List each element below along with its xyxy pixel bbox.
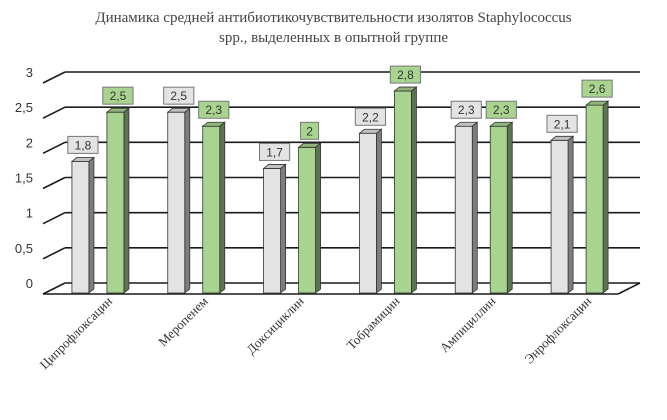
bar-top xyxy=(297,142,322,148)
bar xyxy=(263,168,281,294)
bar-top xyxy=(489,121,514,127)
data-label-box xyxy=(354,107,387,126)
data-label: 2,5 xyxy=(110,89,127,103)
data-label-box xyxy=(102,86,134,105)
data-label: 2,3 xyxy=(458,103,475,117)
gridline-depth xyxy=(42,282,66,295)
data-label-box xyxy=(300,121,320,140)
bar-side xyxy=(219,121,226,294)
data-label: 2,8 xyxy=(397,68,414,82)
bar-top xyxy=(70,156,96,162)
data-label: 2,1 xyxy=(554,117,571,131)
gridline-depth xyxy=(42,106,66,119)
bar-top xyxy=(166,107,191,113)
bar-top xyxy=(201,121,226,127)
data-label: 2 xyxy=(306,124,313,138)
data-label-box xyxy=(198,100,230,119)
bar-top xyxy=(584,100,610,106)
gridline-depth xyxy=(42,211,66,225)
y-tick-label: 3 xyxy=(26,65,33,80)
bar-side xyxy=(376,128,382,294)
bar-top xyxy=(358,128,383,134)
bar xyxy=(454,125,473,294)
x-tick-label: Ампициллин xyxy=(437,293,499,355)
bar-side xyxy=(280,163,286,294)
chart-title-line-2: spp., выделенных в опытной группе xyxy=(218,30,449,46)
chart-title: Динамика средней антибиотикочувствительн… xyxy=(0,8,667,48)
bar-side xyxy=(506,121,513,294)
x-tick-label: Доксициклин xyxy=(243,293,306,356)
bar-top xyxy=(454,121,479,127)
y-tick-label: 0 xyxy=(26,276,33,291)
bar-side xyxy=(567,135,574,294)
bar xyxy=(202,125,221,294)
x-tick-label: Ципрофлоксацин xyxy=(37,293,115,371)
data-label: 2,3 xyxy=(205,103,222,117)
y-tick-label: 2 xyxy=(26,135,33,150)
gridline-depth xyxy=(42,71,66,84)
x-tick-label: Меропенем xyxy=(155,294,211,350)
gridline-depth xyxy=(42,141,66,155)
bar-side xyxy=(184,107,191,294)
data-label: 2,6 xyxy=(589,82,606,96)
y-tick-label: 1 xyxy=(26,206,33,221)
data-label: 2,2 xyxy=(362,110,379,124)
bar xyxy=(489,125,508,294)
data-label-box xyxy=(546,114,578,133)
data-label: 1,7 xyxy=(266,145,283,159)
data-label-box xyxy=(485,100,517,119)
bar xyxy=(359,132,377,294)
data-label-box xyxy=(581,79,613,98)
bar-top xyxy=(105,107,131,113)
data-label-box xyxy=(67,135,99,154)
bar xyxy=(394,90,412,294)
data-label-box xyxy=(258,142,291,161)
bar-side xyxy=(471,121,478,294)
data-label: 2,3 xyxy=(493,103,510,117)
bar-side xyxy=(602,100,609,294)
bar xyxy=(71,160,90,294)
gridline-depth xyxy=(42,176,66,190)
x-tick-label: Тобрамицин xyxy=(344,293,403,352)
data-label-box xyxy=(163,86,195,105)
y-tick-label: 2,5 xyxy=(15,100,33,115)
data-label: 1,8 xyxy=(75,138,92,152)
bar xyxy=(167,111,186,294)
bar-top xyxy=(262,164,287,169)
bar-side xyxy=(411,86,417,294)
bar xyxy=(106,111,125,294)
bar xyxy=(298,146,316,294)
data-label: 2,5 xyxy=(170,89,187,103)
bar-side xyxy=(123,107,130,294)
data-label-box xyxy=(389,65,422,84)
bar xyxy=(550,139,569,294)
y-tick-label: 1,5 xyxy=(15,171,33,186)
bar xyxy=(585,104,604,294)
gridline-depth xyxy=(42,247,66,260)
bar-top xyxy=(549,135,575,141)
x-tick-label: Энрофлоксацин xyxy=(521,293,594,366)
bar-top xyxy=(393,86,418,92)
data-label-box xyxy=(450,100,482,119)
bar-side xyxy=(88,156,95,294)
y-tick-label: 0,5 xyxy=(15,241,33,256)
chart-title-line-1: Динамика средней антибиотикочувствительн… xyxy=(95,10,572,26)
floor-right-edge xyxy=(617,282,641,295)
bar-side xyxy=(315,142,321,294)
